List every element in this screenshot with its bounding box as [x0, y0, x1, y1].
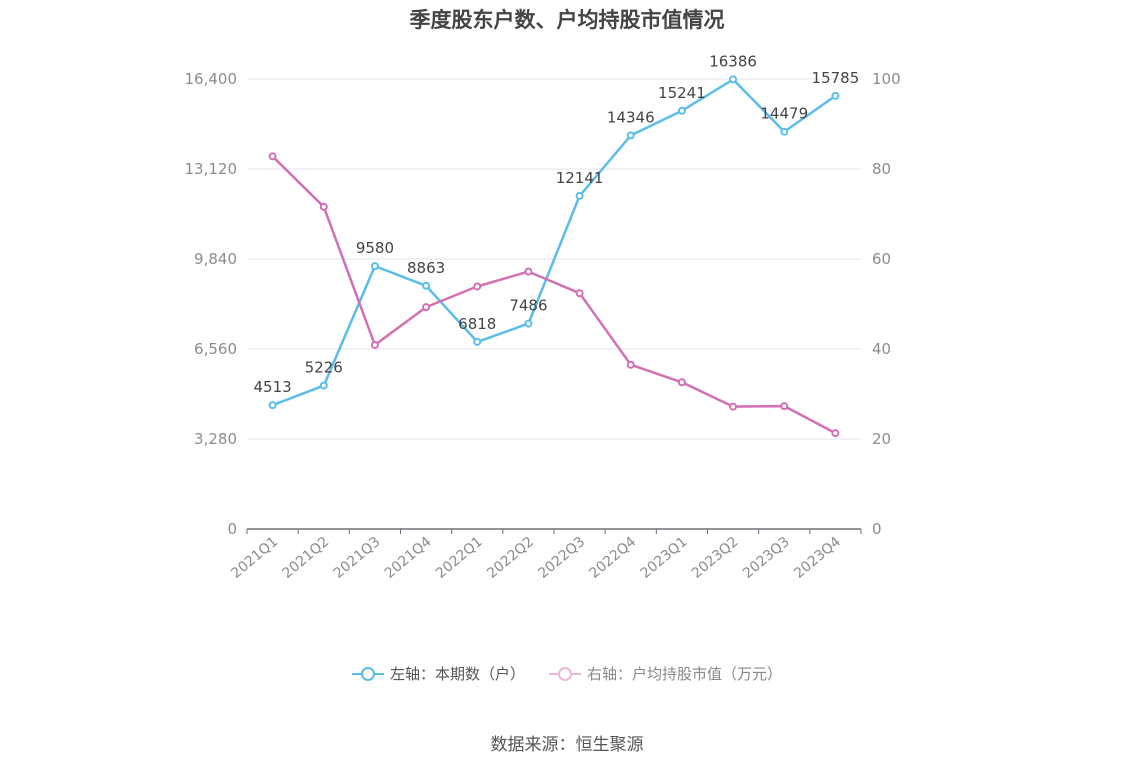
data-point-left [729, 75, 738, 84]
x-axis-tick-label: 2021Q2 [279, 534, 332, 582]
left-axis-tick-label: 13,120 [185, 160, 238, 178]
data-point-right [575, 289, 584, 298]
data-label: 5226 [305, 359, 343, 377]
data-point-right [524, 267, 533, 276]
right-axis-tick-label: 80 [872, 160, 891, 178]
data-point-right [677, 378, 686, 387]
data-point-right [422, 303, 431, 312]
data-point-right [319, 202, 328, 211]
x-axis-tick-label: 2023Q1 [638, 534, 691, 582]
data-point-left [575, 191, 584, 200]
data-point-right [268, 152, 277, 161]
data-label: 15241 [658, 84, 706, 102]
data-label: 15785 [812, 69, 860, 87]
data-label: 4513 [253, 378, 291, 396]
right-axis-tick-label: 40 [872, 340, 891, 358]
x-axis-tick-label: 2022Q2 [484, 534, 537, 582]
data-label: 16386 [709, 52, 757, 70]
data-label: 6818 [458, 315, 496, 333]
data-point-right [831, 429, 840, 438]
right-axis-tick-label: 20 [872, 430, 891, 448]
right-axis-tick-label: 100 [872, 70, 901, 88]
data-point-left [780, 127, 789, 136]
data-point-left [626, 131, 635, 140]
left-axis-tick-label: 3,280 [194, 430, 237, 448]
data-point-right [729, 402, 738, 411]
left-axis-tick-label: 9,840 [194, 250, 237, 268]
data-point-left [370, 262, 379, 271]
data-label: 7486 [509, 297, 547, 315]
x-axis-tick-label: 2022Q4 [586, 534, 639, 582]
legend-swatch-left-icon [351, 666, 384, 682]
data-point-right [780, 402, 789, 411]
data-source: 数据来源：恒生聚源 [490, 735, 644, 755]
chart-title: 季度股东户数、户均持股市值情况 [409, 8, 725, 32]
series-line-right [271, 155, 836, 435]
legend-label-left-axis: 左轴：本期数（户） [389, 665, 525, 683]
legend-label-right-axis: 右轴：户均持股市值（万元） [587, 665, 783, 683]
data-point-left [524, 319, 533, 328]
data-label: 12141 [556, 169, 604, 187]
data-point-right [473, 282, 482, 291]
x-axis-tick-label: 2022Q3 [535, 534, 588, 582]
left-axis-tick-label: 6,560 [194, 340, 237, 358]
data-point-left [831, 91, 840, 100]
data-point-left [473, 337, 482, 346]
legend: 左轴：本期数（户） 右轴：户均持股市值（万元） [0, 663, 1134, 684]
x-axis-tick-label: 2023Q3 [740, 534, 793, 582]
x-axis-tick-label: 2023Q4 [791, 534, 844, 582]
x-axis-tick-label: 2021Q1 [228, 534, 281, 582]
right-axis-tick-label: 0 [872, 520, 882, 538]
data-point-left [422, 281, 431, 290]
data-point-right [626, 360, 635, 369]
data-point-left [319, 381, 328, 390]
x-axis-tick-label: 2021Q4 [382, 534, 435, 582]
legend-swatch-right-icon [549, 666, 581, 682]
legend-item-right-axis[interactable]: 右轴：户均持股市值（万元） [549, 663, 782, 684]
x-axis-tick-label: 2022Q1 [433, 534, 486, 582]
left-axis-tick-label: 16,400 [185, 70, 238, 88]
legend-item-left-axis[interactable]: 左轴：本期数（户） [351, 663, 525, 684]
data-point-right [370, 340, 379, 349]
series-line-left [272, 78, 837, 407]
x-axis-tick-label: 2023Q2 [689, 534, 742, 582]
data-label: 9580 [356, 239, 394, 257]
data-point-left [268, 401, 277, 410]
x-axis-tick-label: 2021Q3 [331, 534, 384, 582]
data-label: 14479 [760, 105, 808, 123]
data-label: 8863 [407, 259, 445, 277]
right-axis-tick-label: 60 [872, 250, 891, 268]
data-label: 14346 [607, 108, 655, 126]
left-axis-tick-label: 0 [227, 520, 237, 538]
data-point-left [677, 106, 686, 115]
